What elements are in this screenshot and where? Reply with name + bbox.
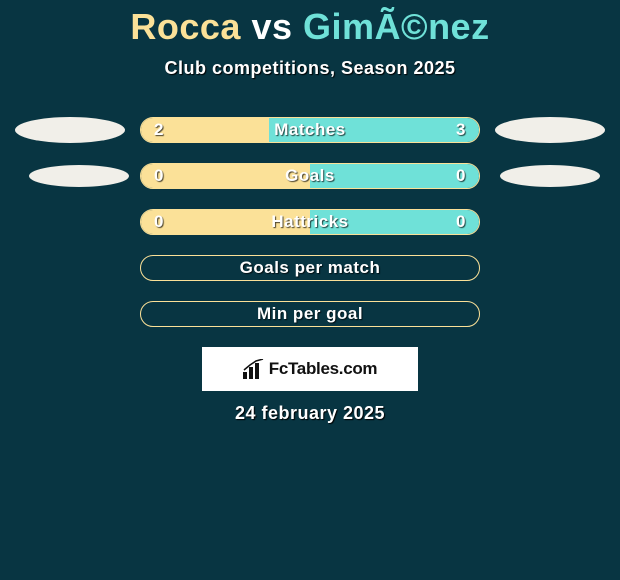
stat-value-player2: 0 (456, 166, 466, 186)
player1-shape-slot (10, 209, 130, 235)
stat-value-player2: 0 (456, 212, 466, 232)
stat-bar: 0 Goals 0 (140, 163, 480, 189)
stat-row: Goals per match (0, 255, 620, 281)
player2-shape (495, 117, 605, 143)
title-vs: vs (251, 6, 292, 47)
player2-shape-slot (490, 209, 610, 235)
player2-shape-slot (490, 117, 610, 143)
player2-shape-slot (490, 163, 610, 189)
stat-value-player2: 3 (456, 120, 466, 140)
stat-label: Hattricks (271, 212, 348, 232)
bar-fill-player2 (310, 164, 479, 188)
stat-value-player1: 0 (154, 212, 164, 232)
player1-shape (15, 117, 125, 143)
stat-row: Min per goal (0, 301, 620, 327)
stat-bar: 0 Hattricks 0 (140, 209, 480, 235)
stat-value-player1: 0 (154, 166, 164, 186)
source-logo: FcTables.com (202, 347, 418, 391)
player2-shape-slot (490, 255, 610, 281)
stat-rows: 2 Matches 3 0 Goals 0 0 Hattricks 0 Goals per mat… (0, 117, 620, 327)
player2-shape (500, 165, 600, 187)
title-player2: GimÃ©nez (303, 6, 490, 47)
stat-bar: 2 Matches 3 (140, 117, 480, 143)
stat-row: 0 Goals 0 (0, 163, 620, 189)
stat-label: Goals per match (240, 258, 381, 278)
player1-shape-slot (10, 301, 130, 327)
stat-bar: Goals per match (140, 255, 480, 281)
stat-value-player1: 2 (154, 120, 164, 140)
stat-label: Min per goal (257, 304, 363, 324)
bars-icon (243, 359, 265, 379)
title-player1: Rocca (130, 6, 241, 47)
player2-shape-slot (490, 301, 610, 327)
stat-bar: Min per goal (140, 301, 480, 327)
player1-shape-slot (10, 163, 130, 189)
stat-label: Goals (285, 166, 335, 186)
title: Rocca vs GimÃ©nez (0, 6, 620, 48)
player1-shape-slot (10, 255, 130, 281)
source-logo-text: FcTables.com (269, 359, 378, 379)
comparison-card: Rocca vs GimÃ©nez Club competitions, Sea… (0, 0, 620, 424)
stat-row: 2 Matches 3 (0, 117, 620, 143)
player1-shape (29, 165, 129, 187)
player1-shape-slot (10, 117, 130, 143)
stat-label: Matches (274, 120, 346, 140)
subtitle: Club competitions, Season 2025 (0, 58, 620, 79)
stat-row: 0 Hattricks 0 (0, 209, 620, 235)
date-caption: 24 february 2025 (0, 403, 620, 424)
